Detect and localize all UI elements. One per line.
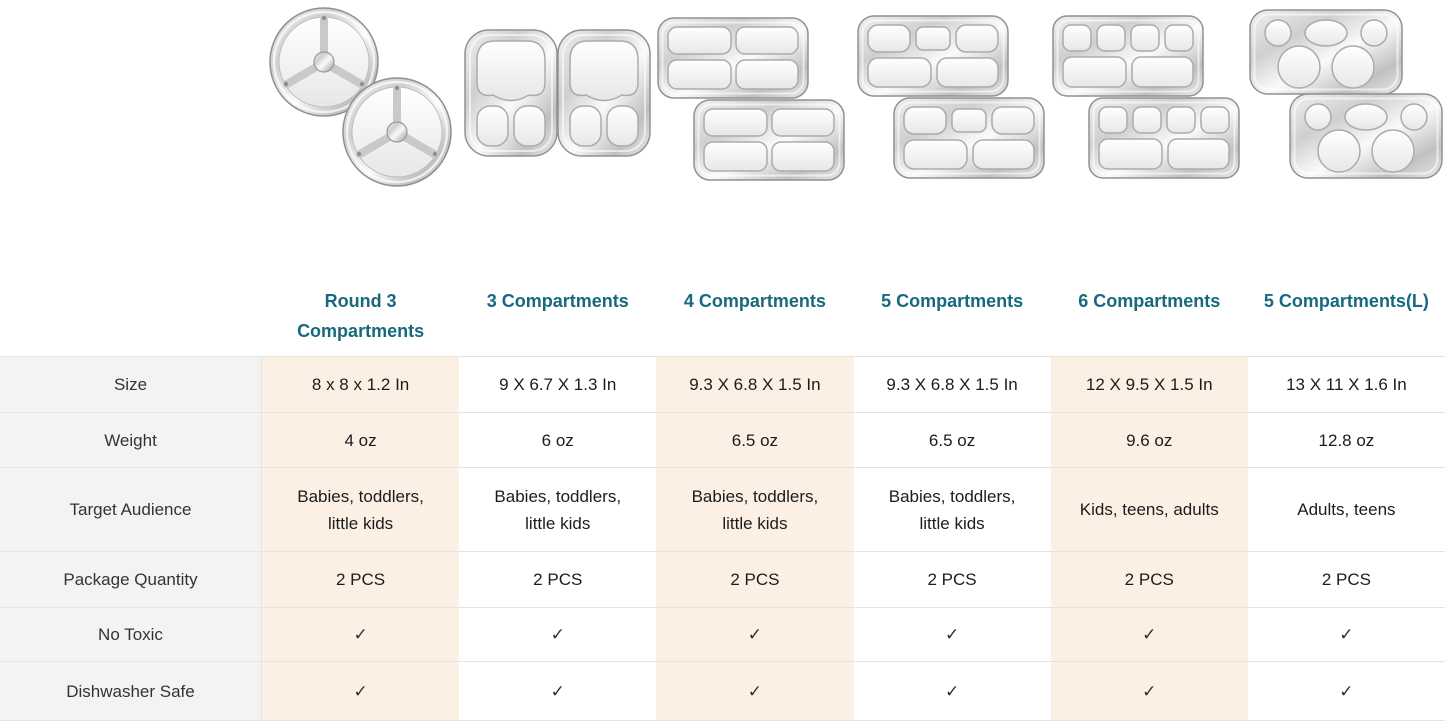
- weight-value: 4 oz: [262, 413, 460, 467]
- table-row-package-quantity: Package Quantity 2 PCS 2 PCS 2 PCS 2 PCS…: [0, 551, 1445, 607]
- product-name-link[interactable]: 3 Compartments: [486, 291, 629, 311]
- no-toxic-checkmark-icon: ✓: [1050, 608, 1248, 661]
- weight-value: 6.5 oz: [656, 413, 854, 467]
- target-audience-value: Babies, toddlers, little kids: [656, 468, 854, 551]
- images-row-spacer: [0, 0, 262, 286]
- product-name-cell: 3 Compartments: [459, 286, 656, 356]
- row-label-no-toxic: No Toxic: [0, 608, 262, 661]
- package-quantity-value: 2 PCS: [1321, 570, 1371, 589]
- 3-compartments-trays-image[interactable]: [459, 2, 656, 188]
- product-image-cell: [1051, 0, 1248, 286]
- weight-value: 12.8 oz: [1318, 430, 1375, 450]
- product-name-cell: 5 Compartments: [854, 286, 1051, 356]
- size-value: 9.3 X 6.8 X 1.5 In: [656, 357, 854, 412]
- table-row-target-audience: Target Audience Babies, toddlers, little…: [0, 467, 1445, 551]
- product-name-cell: 6 Compartments: [1051, 286, 1248, 356]
- product-name-link[interactable]: Round 3 Compartments: [297, 291, 425, 341]
- product-name-link[interactable]: 5 Compartments(L): [1263, 291, 1429, 311]
- package-quantity-value: 2 PCS: [656, 552, 854, 607]
- package-quantity-value: 2 PCS: [262, 552, 460, 607]
- 4-compartments-trays-image[interactable]: [656, 2, 853, 188]
- dishwasher-safe-checkmark-icon: ✓: [944, 681, 960, 701]
- dishwasher-safe-checkmark-icon: ✓: [550, 681, 565, 701]
- weight-value: 6 oz: [541, 430, 574, 450]
- target-audience-value: Babies, toddlers, little kids: [494, 486, 622, 533]
- table-row-dishwasher-safe: Dishwasher Safe ✓ ✓ ✓ ✓ ✓ ✓: [0, 661, 1445, 721]
- 5-compartments-large-trays-image[interactable]: [1248, 2, 1445, 188]
- target-audience-value: Babies, toddlers, little kids: [888, 486, 1016, 533]
- product-images-row: [0, 0, 1445, 286]
- row-label-size: Size: [0, 357, 262, 412]
- size-value: 12 X 9.5 X 1.5 In: [1050, 357, 1248, 412]
- target-audience-value: Adults, teens: [1297, 500, 1396, 519]
- no-toxic-checkmark-icon: ✓: [944, 625, 960, 644]
- row-label-dishwasher-safe: Dishwasher Safe: [0, 662, 262, 720]
- product-image-cell: [656, 0, 853, 286]
- product-name-cell: 5 Compartments(L): [1248, 286, 1445, 356]
- dishwasher-safe-checkmark-icon: ✓: [1339, 681, 1354, 701]
- product-image-cell: [459, 0, 656, 286]
- 6-compartments-trays-image[interactable]: [1051, 2, 1248, 188]
- product-name-cell: Round 3 Compartments: [262, 286, 459, 356]
- weight-value: 6.5 oz: [928, 430, 976, 450]
- package-quantity-value: 2 PCS: [927, 570, 977, 589]
- no-toxic-checkmark-icon: ✓: [550, 625, 565, 644]
- dishwasher-safe-checkmark-icon: ✓: [656, 662, 854, 720]
- target-audience-value: Kids, teens, adults: [1050, 468, 1248, 551]
- package-quantity-value: 2 PCS: [1050, 552, 1248, 607]
- size-value: 8 x 8 x 1.2 In: [262, 357, 460, 412]
- product-image-cell: [1248, 0, 1445, 286]
- table-row-weight: Weight 4 oz 6 oz 6.5 oz 6.5 oz 9.6 oz 12…: [0, 412, 1445, 467]
- row-label-target-audience: Target Audience: [0, 468, 262, 551]
- row-label-package-quantity: Package Quantity: [0, 552, 262, 607]
- product-name-link[interactable]: 6 Compartments: [1078, 291, 1221, 311]
- 5-compartments-trays-image[interactable]: [854, 2, 1051, 188]
- table-row-size: Size 8 x 8 x 1.2 In 9 X 6.7 X 1.3 In 9.3…: [0, 356, 1445, 412]
- product-name-cell: 4 Compartments: [656, 286, 853, 356]
- no-toxic-checkmark-icon: ✓: [262, 608, 460, 661]
- weight-value: 9.6 oz: [1050, 413, 1248, 467]
- package-quantity-value: 2 PCS: [533, 570, 583, 589]
- product-name-link[interactable]: 5 Compartments: [881, 291, 1024, 311]
- size-value: 13 X 11 X 1.6 In: [1286, 375, 1407, 394]
- no-toxic-checkmark-icon: ✓: [656, 608, 854, 661]
- size-value: 9.3 X 6.8 X 1.5 In: [886, 375, 1018, 394]
- product-image-cell: [262, 0, 459, 286]
- table-row-no-toxic: No Toxic ✓ ✓ ✓ ✓ ✓ ✓: [0, 607, 1445, 661]
- product-name-link[interactable]: 4 Compartments: [683, 291, 826, 311]
- header-spacer: [0, 286, 262, 356]
- row-label-weight: Weight: [0, 413, 262, 467]
- product-image-cell: [854, 0, 1051, 286]
- product-names-row: Round 3 Compartments 3 Compartments 4 Co…: [0, 286, 1445, 356]
- round-3-compartments-plates-image[interactable]: [262, 2, 459, 188]
- dishwasher-safe-checkmark-icon: ✓: [1050, 662, 1248, 720]
- target-audience-value: Babies, toddlers, little kids: [262, 468, 460, 551]
- size-value: 9 X 6.7 X 1.3 In: [499, 375, 617, 394]
- dishwasher-safe-checkmark-icon: ✓: [262, 662, 460, 720]
- no-toxic-checkmark-icon: ✓: [1339, 625, 1354, 644]
